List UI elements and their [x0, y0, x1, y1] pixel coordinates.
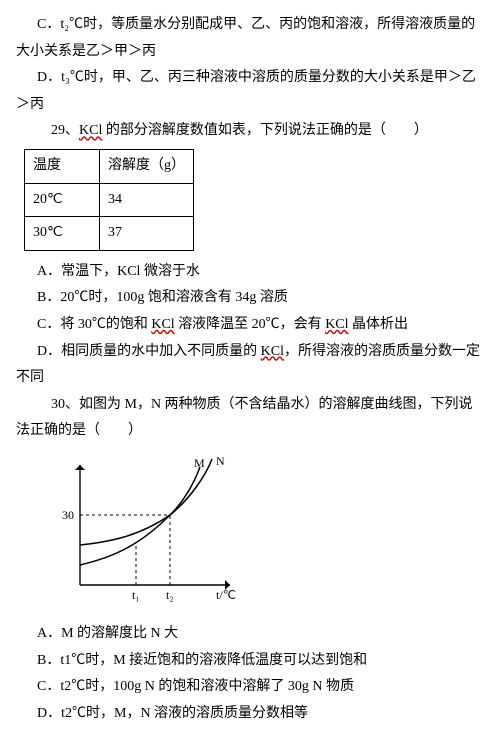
svg-text:30: 30 [62, 508, 74, 522]
q30-option-b: B．t1℃时，M 接近饱和的溶液降低温度可以达到饱和 [16, 648, 486, 675]
q29-option-d: D．相同质量的水中加入不同质量的 KCl，所得溶液的溶质质量分数一定不同 [16, 339, 486, 392]
th-temp: 温度 [25, 149, 100, 183]
cell-20c: 20℃ [25, 183, 100, 217]
q29c-mid: 溶液降温至 20℃，会有 [175, 317, 326, 332]
q29-number: 29、 [51, 123, 79, 138]
kcl-underline: KCl [261, 344, 284, 359]
q29d-pre: D．相同质量的水中加入不同质量的 [37, 344, 261, 359]
q30-option-d: D．t2℃时，M，N 溶液的溶质质量分数相等 [16, 701, 486, 728]
svg-text:t/℃: t/℃ [216, 588, 236, 602]
q29-option-a: A．常温下，KCl 微溶于水 [16, 259, 486, 286]
cell-34: 34 [100, 183, 194, 217]
q30-option-c: C．t2℃时，100g N 的饱和溶液中溶解了 30g N 物质 [16, 674, 486, 701]
prev-option-d: D．t₃℃时，甲、乙、丙三种溶液中溶质的质量分数的大小关系是甲＞乙＞丙 [16, 65, 486, 118]
kcl-underline: KCl [151, 317, 174, 332]
svg-text:N: N [216, 454, 225, 468]
q29-stem: 29、KCl 的部分溶解度数值如表，下列说法正确的是（ ） [16, 118, 486, 145]
q30-option-a: A．M 的溶解度比 N 大 [16, 621, 486, 648]
svg-text:t₂: t₂ [166, 588, 174, 602]
q29-stem-tail: 的部分溶解度数值如表，下列说法正确的是（ ） [102, 123, 428, 138]
q29c-post: 晶体析出 [349, 317, 409, 332]
chart-svg: 30 t₁ t₂ t/℃ MN [44, 453, 244, 613]
svg-text:t₁: t₁ [132, 588, 140, 602]
q29c-pre: C．将 30℃的饱和 [37, 317, 151, 332]
q29-option-c: C．将 30℃的饱和 KCl 溶液降温至 20℃，会有 KCl 晶体析出 [16, 312, 486, 339]
cell-37: 37 [100, 217, 194, 251]
solubility-table: 温度 溶解度（g） 20℃ 34 30℃ 37 [24, 149, 194, 251]
prev-option-c: C．t₂℃时，等质量水分别配成甲、乙、丙的饱和溶液，所得溶液质量的大小关系是乙＞… [16, 12, 486, 65]
kcl-underline: KCl [325, 317, 348, 332]
q30-stem: 30、如图为 M，N 两种物质（不含结晶水）的溶解度曲线图，下列说法正确的是（ … [16, 392, 486, 445]
table-row: 30℃ 37 [25, 217, 194, 251]
th-sol: 溶解度（g） [100, 149, 194, 183]
table-row: 温度 溶解度（g） [25, 149, 194, 183]
svg-text:M: M [194, 456, 205, 470]
q29-option-b: B．20℃时，100g 饱和溶液含有 34g 溶质 [16, 285, 486, 312]
solubility-curve-chart: 30 t₁ t₂ t/℃ MN [44, 453, 486, 613]
kcl-underline: KCl [79, 123, 102, 138]
table-row: 20℃ 34 [25, 183, 194, 217]
cell-30c: 30℃ [25, 217, 100, 251]
